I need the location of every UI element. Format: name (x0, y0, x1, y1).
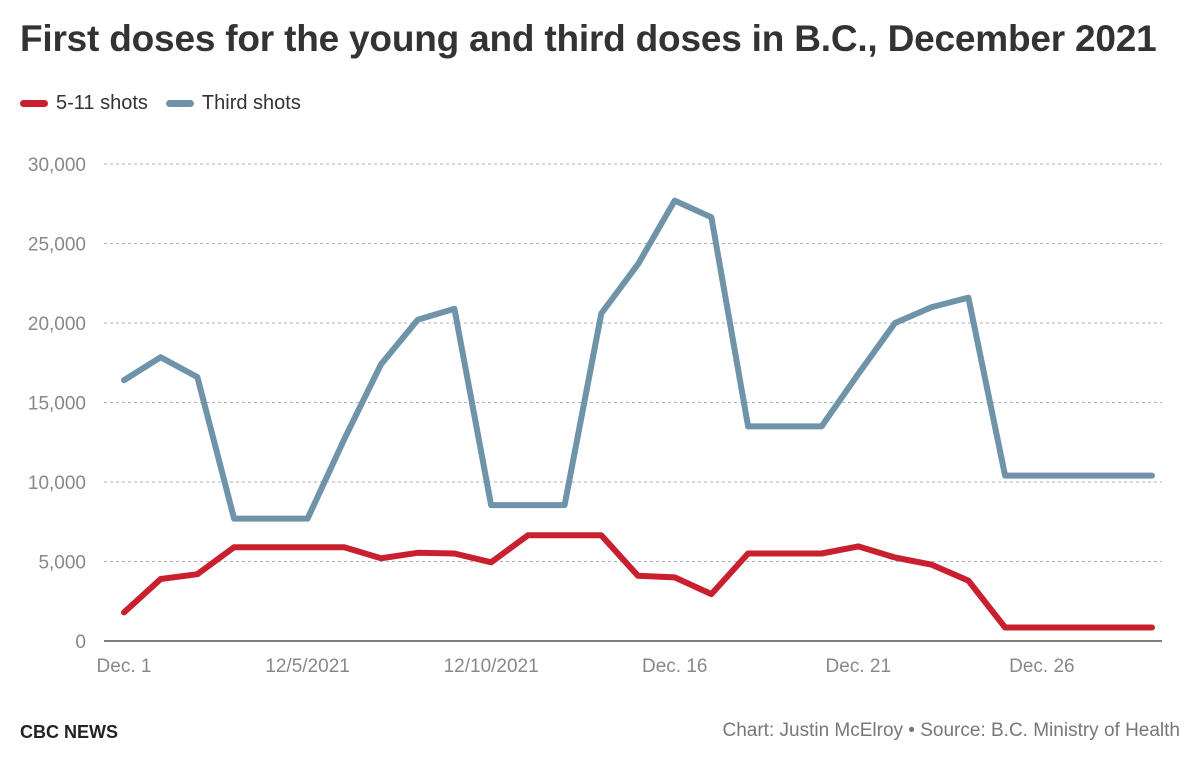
legend: 5-11 shots Third shots (20, 92, 301, 115)
y-tick-label: 20,000 (28, 314, 86, 335)
y-tick-label: 15,000 (28, 394, 86, 415)
series-line-1 (121, 532, 1155, 631)
series-line-2 (121, 197, 1155, 522)
legend-label-series-1: 5-11 shots (56, 92, 148, 114)
legend-swatch-series-1 (20, 100, 48, 107)
y-tick-label: 0 (75, 632, 86, 653)
x-tick-label: Dec. 16 (642, 656, 707, 677)
y-tick-label: 10,000 (28, 473, 86, 494)
brand-logo-text: CBC NEWS (20, 722, 118, 742)
x-tick-label: Dec. 26 (1009, 656, 1074, 677)
x-tick-label: 12/5/2021 (265, 656, 350, 677)
y-tick-label: 30,000 (28, 155, 86, 176)
chart-title: First doses for the young and third dose… (20, 18, 1157, 59)
x-tick-label: Dec. 21 (826, 656, 891, 677)
x-tick-label: Dec. 1 (97, 656, 152, 677)
legend-item-series-2: Third shots (165, 92, 301, 115)
source-credit: Chart: Justin McElroy • Source: B.C. Min… (722, 720, 1180, 741)
x-tick-label: 12/10/2021 (444, 656, 539, 677)
y-tick-label: 5,000 (38, 553, 86, 574)
legend-label-series-2: Third shots (201, 92, 301, 114)
legend-swatch-series-2 (165, 100, 194, 107)
y-tick-label: 25,000 (28, 235, 86, 256)
legend-item-series-1: 5-11 shots (20, 92, 148, 115)
